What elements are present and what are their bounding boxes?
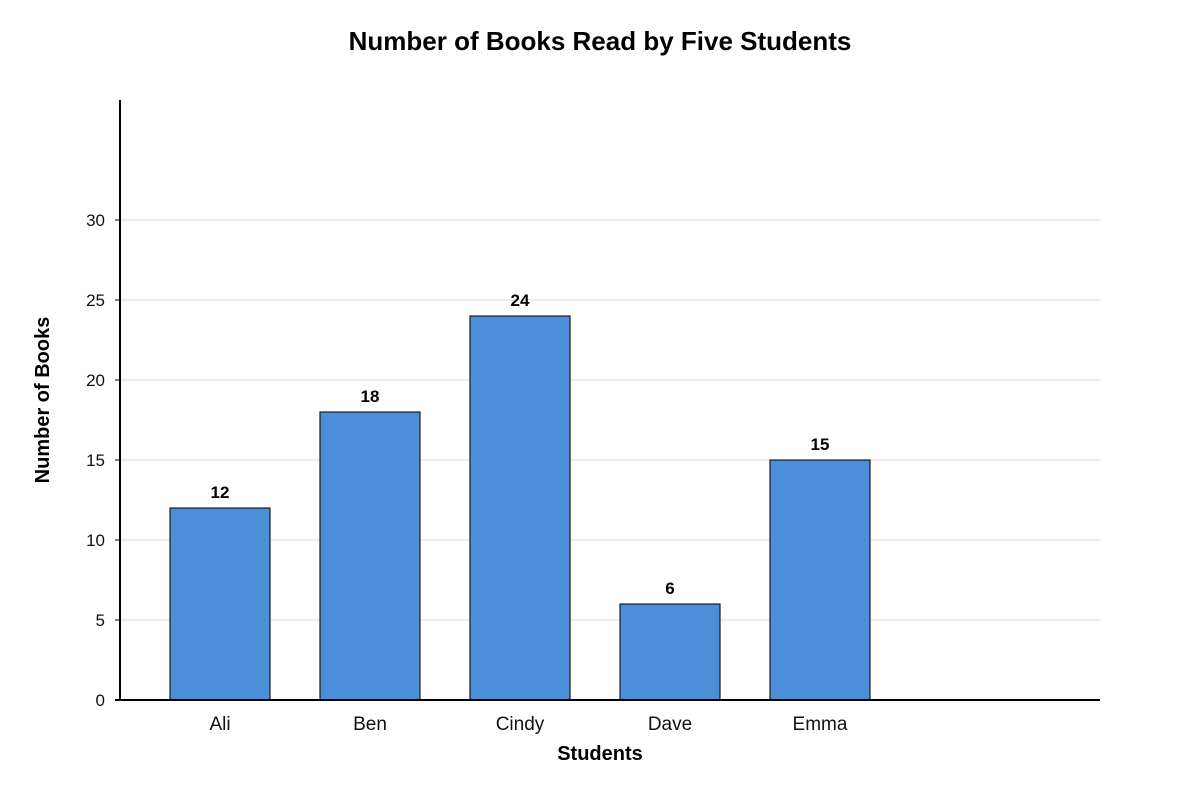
bar-cindy — [469, 315, 571, 701]
data-label-cindy: 24 — [511, 291, 530, 310]
data-label-ali: 12 — [211, 483, 230, 502]
bars — [169, 315, 871, 701]
data-label-dave: 6 — [665, 579, 674, 598]
y-tick-label: 5 — [96, 611, 105, 630]
bar-dave — [619, 603, 721, 701]
x-tick-label-ali: Ali — [209, 714, 230, 735]
bar-ali — [169, 507, 271, 701]
y-tick-label: 10 — [86, 531, 105, 550]
bar-emma — [769, 459, 871, 701]
gridlines — [120, 219, 1100, 621]
x-axis-title: Students — [557, 743, 643, 765]
bar-ben — [319, 411, 421, 701]
data-label-ben: 18 — [361, 387, 380, 406]
x-tick-label-cindy: Cindy — [496, 714, 545, 735]
y-tick-label: 30 — [86, 211, 105, 230]
y-tick-label: 15 — [86, 451, 105, 470]
axes — [115, 100, 1100, 701]
data-label-emma: 15 — [811, 435, 830, 454]
x-tick-label-ben: Ben — [353, 714, 387, 735]
y-tick-label: 0 — [96, 691, 105, 710]
chart-title: Number of Books Read by Five Students — [349, 26, 852, 56]
y-tick-label: 25 — [86, 291, 105, 310]
x-tick-label-dave: Dave — [648, 714, 692, 735]
labels: 0 5 10 15 20 25 30 12 Ali 18 Ben 24 Cindy 6 Dave 15 Emma — [86, 211, 848, 735]
y-axis-title: Number of Books — [32, 317, 54, 484]
x-tick-label-emma: Emma — [793, 714, 848, 735]
y-tick-label: 20 — [86, 371, 105, 390]
